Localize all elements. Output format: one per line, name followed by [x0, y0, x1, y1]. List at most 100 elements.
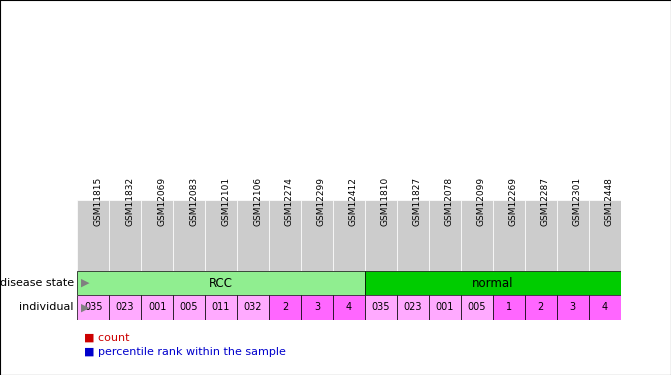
Text: 011: 011 [212, 303, 230, 312]
Text: 005: 005 [180, 303, 199, 312]
Text: RCC: RCC [209, 277, 233, 290]
Text: 023: 023 [116, 303, 134, 312]
FancyBboxPatch shape [173, 200, 205, 271]
Text: GSM12078: GSM12078 [445, 177, 454, 226]
Text: GSM12099: GSM12099 [477, 177, 486, 226]
FancyBboxPatch shape [493, 200, 525, 271]
Point [472, 49, 482, 55]
FancyBboxPatch shape [301, 200, 333, 271]
Text: ▶: ▶ [81, 278, 89, 288]
Text: 2: 2 [282, 303, 288, 312]
Bar [81, 153, 105, 200]
Text: 035: 035 [84, 303, 103, 312]
Bar [273, 76, 297, 200]
Text: GSM11832: GSM11832 [125, 177, 134, 226]
FancyBboxPatch shape [557, 200, 588, 271]
Text: 035: 035 [372, 303, 390, 312]
Text: 001: 001 [148, 303, 166, 312]
Bar [461, 295, 493, 320]
FancyBboxPatch shape [333, 200, 365, 271]
Bar [305, 161, 329, 200]
Bar [557, 295, 588, 320]
Bar [113, 152, 137, 200]
Text: GSM12083: GSM12083 [189, 177, 198, 226]
Text: 001: 001 [435, 303, 454, 312]
Text: individual: individual [19, 303, 74, 312]
Text: GSM12106: GSM12106 [253, 177, 262, 226]
FancyBboxPatch shape [461, 200, 493, 271]
Bar [241, 120, 265, 200]
Bar [369, 147, 393, 200]
Bar [301, 295, 333, 320]
Text: disease state: disease state [0, 278, 74, 288]
Bar [177, 35, 201, 200]
Text: GSM11810: GSM11810 [381, 177, 390, 226]
FancyBboxPatch shape [365, 200, 397, 271]
FancyBboxPatch shape [205, 200, 237, 271]
Bar [77, 295, 109, 320]
Text: 005: 005 [468, 303, 486, 312]
Point [152, 57, 162, 63]
Bar [433, 159, 457, 200]
Bar [497, 164, 521, 200]
Point [599, 53, 610, 58]
Point [344, 53, 354, 58]
Bar [141, 295, 173, 320]
Text: ▶: ▶ [81, 303, 89, 312]
Bar [337, 157, 361, 200]
FancyBboxPatch shape [525, 200, 557, 271]
Text: GSM11827: GSM11827 [413, 177, 422, 226]
Point [376, 56, 386, 62]
FancyBboxPatch shape [269, 200, 301, 271]
Text: normal: normal [472, 277, 513, 290]
Bar [109, 295, 141, 320]
Bar [365, 295, 397, 320]
Bar [333, 295, 365, 320]
Bar [77, 271, 365, 295]
Bar [493, 295, 525, 320]
Point [311, 59, 322, 65]
Bar [429, 295, 461, 320]
Bar [397, 295, 429, 320]
Text: GSM12069: GSM12069 [157, 177, 166, 226]
Bar [525, 295, 557, 320]
Bar [529, 166, 553, 200]
FancyBboxPatch shape [141, 200, 173, 271]
Bar [592, 153, 617, 200]
Text: 032: 032 [244, 303, 262, 312]
Bar [173, 295, 205, 320]
Point [407, 66, 418, 72]
Point [88, 53, 99, 58]
FancyBboxPatch shape [397, 200, 429, 271]
Point [440, 57, 450, 63]
Text: 4: 4 [602, 303, 608, 312]
Text: GSM12412: GSM12412 [349, 177, 358, 226]
Text: 023: 023 [404, 303, 422, 312]
Bar [237, 295, 269, 320]
Bar [145, 159, 169, 200]
Bar [205, 295, 237, 320]
Text: GSM12287: GSM12287 [541, 177, 550, 226]
FancyBboxPatch shape [429, 200, 461, 271]
FancyBboxPatch shape [588, 200, 621, 271]
Point [184, 32, 195, 38]
Point [215, 46, 226, 52]
FancyBboxPatch shape [237, 200, 269, 271]
Point [119, 53, 130, 58]
Bar [209, 144, 233, 200]
Bar [401, 169, 425, 200]
Text: GSM12299: GSM12299 [317, 177, 326, 226]
Text: 1: 1 [506, 303, 512, 312]
Text: 3: 3 [314, 303, 320, 312]
Bar [561, 165, 584, 200]
Bar [588, 295, 621, 320]
Text: GSM12448: GSM12448 [605, 177, 614, 226]
Bar [465, 148, 488, 200]
Bar [365, 271, 621, 295]
Text: GSM12301: GSM12301 [573, 177, 582, 226]
Text: GSM12101: GSM12101 [221, 177, 230, 226]
FancyBboxPatch shape [109, 200, 141, 271]
Point [248, 46, 258, 52]
Point [280, 42, 291, 48]
Text: 4: 4 [346, 303, 352, 312]
